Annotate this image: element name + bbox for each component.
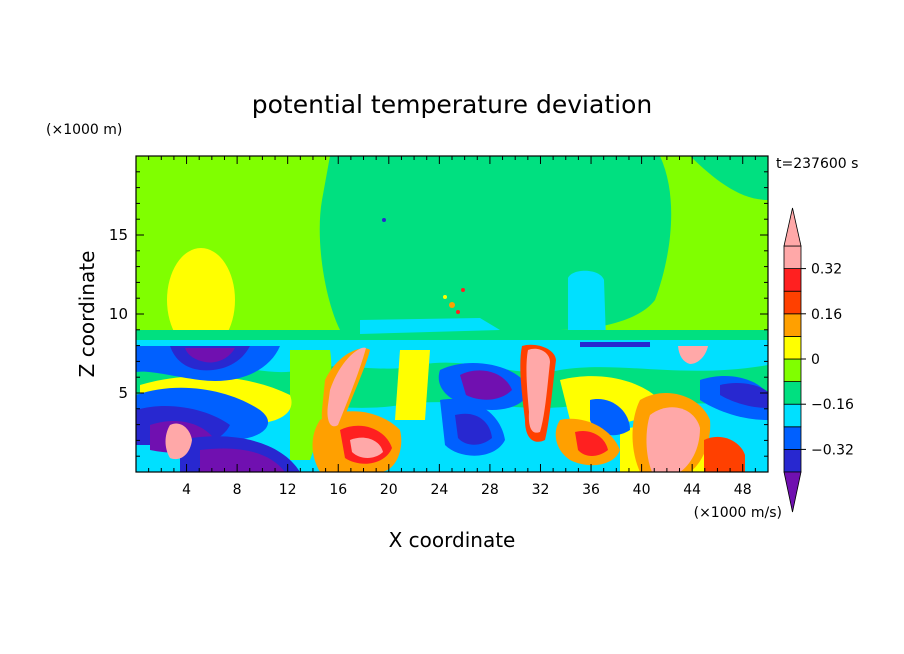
colorbar-bottom-arrow <box>783 471 802 513</box>
y-unit-label: (×1000 m) <box>46 122 122 138</box>
field-negative-region <box>455 413 492 445</box>
colorbar-swatch <box>783 403 802 428</box>
field-layer-line <box>136 340 768 346</box>
field-warm-column <box>167 248 235 352</box>
colorbar: 0.32 0.16 0 −0.16 −0.32 <box>783 207 854 513</box>
field-cyan-strip <box>360 318 500 334</box>
field-positive-region <box>526 348 550 433</box>
time-label: t=237600 s <box>776 156 858 172</box>
colorbar-swatch <box>783 426 802 450</box>
colorbar-swatch <box>783 381 802 405</box>
x-tick-label: 48 <box>734 482 752 498</box>
y-tick-label: 15 <box>109 226 128 244</box>
y-tick-label: 10 <box>109 305 128 323</box>
field-speck <box>449 302 455 308</box>
colorbar-swatch <box>783 335 802 360</box>
field-negative-region <box>460 370 512 400</box>
field-positive-region <box>704 436 745 472</box>
x-tick-label: 28 <box>481 482 499 498</box>
colorbar-top-arrow <box>783 207 802 247</box>
field-speck <box>382 218 386 222</box>
field-cyan-plume <box>568 270 606 340</box>
field-negative-region <box>185 348 235 363</box>
x-tick-label: 36 <box>582 482 600 498</box>
colorbar-label: −0.16 <box>811 397 854 413</box>
x-tick-label: 20 <box>380 482 398 498</box>
field-speck <box>456 310 460 314</box>
colorbar-swatch <box>783 448 802 473</box>
x-tick-label: 4 <box>182 482 191 498</box>
field-positive-region <box>575 430 608 456</box>
field-speck <box>461 288 465 292</box>
field-cyan-band <box>136 330 768 340</box>
contour-field <box>136 156 768 472</box>
field-positive-region <box>165 423 192 460</box>
colorbar-label: 0 <box>811 352 820 368</box>
field-lower-yellow <box>560 376 660 425</box>
x-tick-label: 44 <box>683 482 701 498</box>
x-unit-label: (×1000 m/s) <box>694 505 782 521</box>
field-upper-cool-region <box>319 156 672 330</box>
y-axis-label: Z coordinate <box>75 251 99 378</box>
field-negative-strip <box>580 342 650 347</box>
field-positive-region <box>646 407 700 472</box>
field-speck <box>443 295 447 299</box>
field-positive-region <box>327 347 366 427</box>
colorbar-label: 0.32 <box>811 262 842 278</box>
chart-title: potential temperature deviation <box>252 90 652 119</box>
colorbar-swatch <box>783 313 802 337</box>
x-tick-label: 32 <box>532 482 550 498</box>
field-upper-cool-region-right <box>690 156 768 200</box>
x-tick-label: 40 <box>633 482 651 498</box>
field-negative-region <box>590 399 630 436</box>
x-tick-label: 16 <box>329 482 347 498</box>
field-negative-region <box>200 448 285 472</box>
x-tick-label: 12 <box>279 482 297 498</box>
colorbar-swatch <box>783 290 802 315</box>
colorbar-swatch <box>783 358 802 383</box>
field-positive-region <box>350 437 383 458</box>
y-tick-label: 5 <box>118 384 128 402</box>
x-axis-label: X coordinate <box>389 528 516 552</box>
field-positive-region <box>678 346 708 364</box>
colorbar-label: 0.16 <box>811 307 842 323</box>
field-lower-lime <box>290 350 332 460</box>
colorbar-label: −0.32 <box>811 442 854 458</box>
x-tick-label: 24 <box>430 482 448 498</box>
field-lower-yellow <box>395 350 430 420</box>
colorbar-swatch <box>783 268 802 292</box>
colorbar-swatch <box>783 245 802 270</box>
field-negative-region <box>720 382 768 408</box>
x-tick-label: 8 <box>233 482 242 498</box>
